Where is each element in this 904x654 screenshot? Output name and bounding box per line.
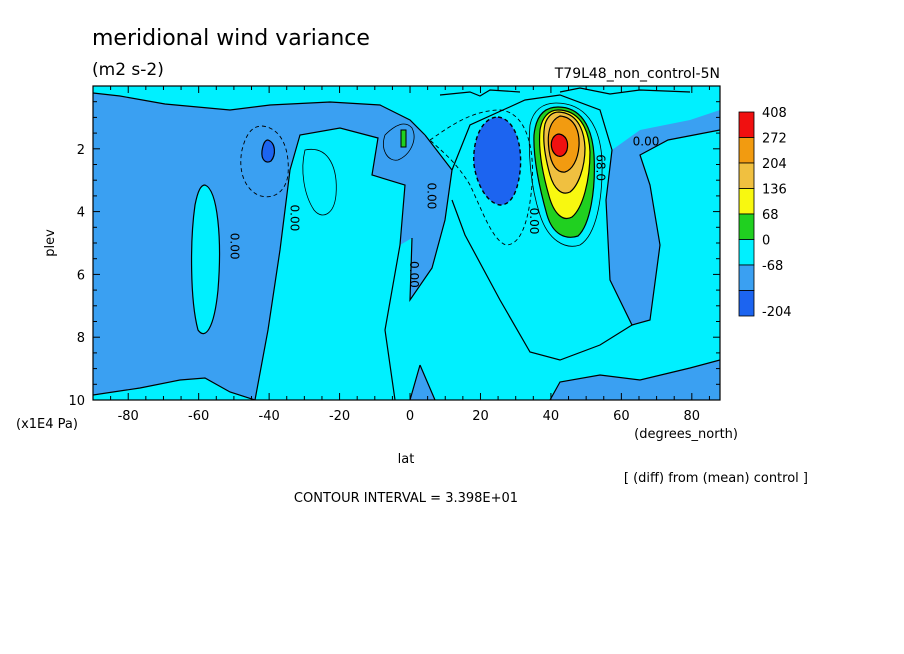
colorbar: 408 272 204 136 68 0 -68 -204	[738, 106, 792, 320]
contour-line-neg204-south	[261, 139, 275, 163]
x-tick-label: 0	[406, 409, 414, 424]
y-tick-label: 6	[77, 268, 85, 283]
contour-value-label: 0.00	[227, 233, 241, 260]
y-tick-label: 4	[77, 206, 85, 221]
contour-line-thin-equator	[383, 123, 415, 161]
y-tick-label: 10	[68, 394, 85, 409]
contour-line-zero-bottom-mid	[409, 364, 436, 400]
y-axis: 2 4 6 8 10	[68, 101, 720, 409]
y-axis-unit-label: (x1E4 Pa)	[16, 417, 78, 432]
x-tick-label: 60	[613, 409, 630, 424]
contour-line-thin-south	[302, 149, 337, 216]
fill-level-408	[551, 134, 568, 157]
x-tick-label: -60	[188, 409, 209, 424]
fill-neg204-south	[261, 140, 275, 162]
contour-line-west-blob	[190, 184, 221, 335]
contour-line-408	[550, 133, 569, 157]
y-tick-label: 8	[77, 331, 85, 346]
contour-line-neg-north	[429, 109, 533, 246]
colorbar-swatch	[738, 137, 755, 164]
colorbar-swatch	[738, 213, 755, 240]
contour-value-label: 0.00	[633, 135, 660, 149]
x-tick-label: 80	[684, 409, 701, 424]
contour-line-thin-east	[528, 102, 603, 247]
colorbar-swatch	[738, 162, 755, 189]
fill-zero-west-blob	[191, 185, 220, 334]
colorbar-level-label: 0	[762, 234, 770, 249]
fill-zero-column	[255, 128, 405, 400]
contour-line-neg204-north	[473, 116, 522, 206]
colorbar-level-label: 136	[762, 183, 787, 198]
contour-value-label: 0.00	[425, 183, 439, 210]
contour-line-zero-east	[451, 94, 720, 326]
x-axis-label: lat	[398, 452, 415, 467]
contour-labels: 0.00 0.00 0.00 0.00 0.00 68.0 0.00	[227, 135, 659, 288]
experiment-label: T79L48_non_control-5N	[554, 66, 720, 82]
colorbar-level-label: 408	[762, 106, 787, 121]
chart-title: meridional wind variance	[92, 26, 370, 51]
colorbar-level-label: 68	[762, 208, 779, 223]
y-tick-label: 2	[77, 143, 85, 158]
colorbar-swatch	[738, 264, 755, 291]
x-tick-label: 20	[472, 409, 489, 424]
colorbar-level-label: 204	[762, 157, 787, 172]
x-tick-label: -40	[259, 409, 280, 424]
contour-line-272	[547, 115, 580, 173]
colorbar-swatch	[738, 188, 755, 215]
contour-value-label: 0.00	[407, 261, 421, 288]
contour-value-label: 0.00	[527, 208, 541, 235]
x-axis: -80 -60 -40 -20 0 20 40 60 80	[92, 86, 710, 424]
contour-line-zero-east-lower	[451, 199, 633, 361]
x-axis-unit-label: (degrees_north)	[634, 427, 738, 442]
contour-line-zero-top	[93, 92, 426, 136]
diff-note: [ (diff) from (mean) control ]	[624, 471, 808, 486]
contour-line-zero-main	[254, 127, 406, 400]
x-tick-label: 40	[543, 409, 560, 424]
units-label: (m2 s-2)	[92, 60, 164, 80]
contour-line-top-wiggle	[439, 87, 691, 97]
contour-value-label: 68.0	[594, 154, 608, 181]
x-tick-label: -80	[118, 409, 139, 424]
colorbar-level-label: -68	[762, 259, 783, 274]
contour-value-label: 0.00	[287, 205, 301, 232]
contour-line-zero-mid	[409, 134, 453, 303]
colorbar-swatch	[738, 290, 755, 317]
colorbar-swatch	[738, 239, 755, 266]
y-axis-label: plev	[43, 229, 58, 257]
contour-line-204	[543, 111, 586, 194]
contour-line-68	[533, 106, 595, 238]
colorbar-level-label: -204	[762, 305, 792, 320]
fill-neg204-north	[473, 117, 521, 205]
colorbar-swatch	[738, 111, 755, 138]
contour-line-136	[538, 109, 591, 219]
contour-line-neg-south	[240, 125, 289, 198]
contour-interval-text: CONTOUR INTERVAL = 3.398E+01	[294, 491, 518, 506]
contour-line-zero-bottom	[93, 359, 720, 400]
contour-plot-area: 0.00 0.00 0.00 0.00 0.00 68.0 0.00	[93, 86, 720, 400]
colorbar-level-label: 272	[762, 132, 787, 147]
fill-level-68-equator	[400, 129, 407, 148]
x-tick-label: -20	[329, 409, 350, 424]
